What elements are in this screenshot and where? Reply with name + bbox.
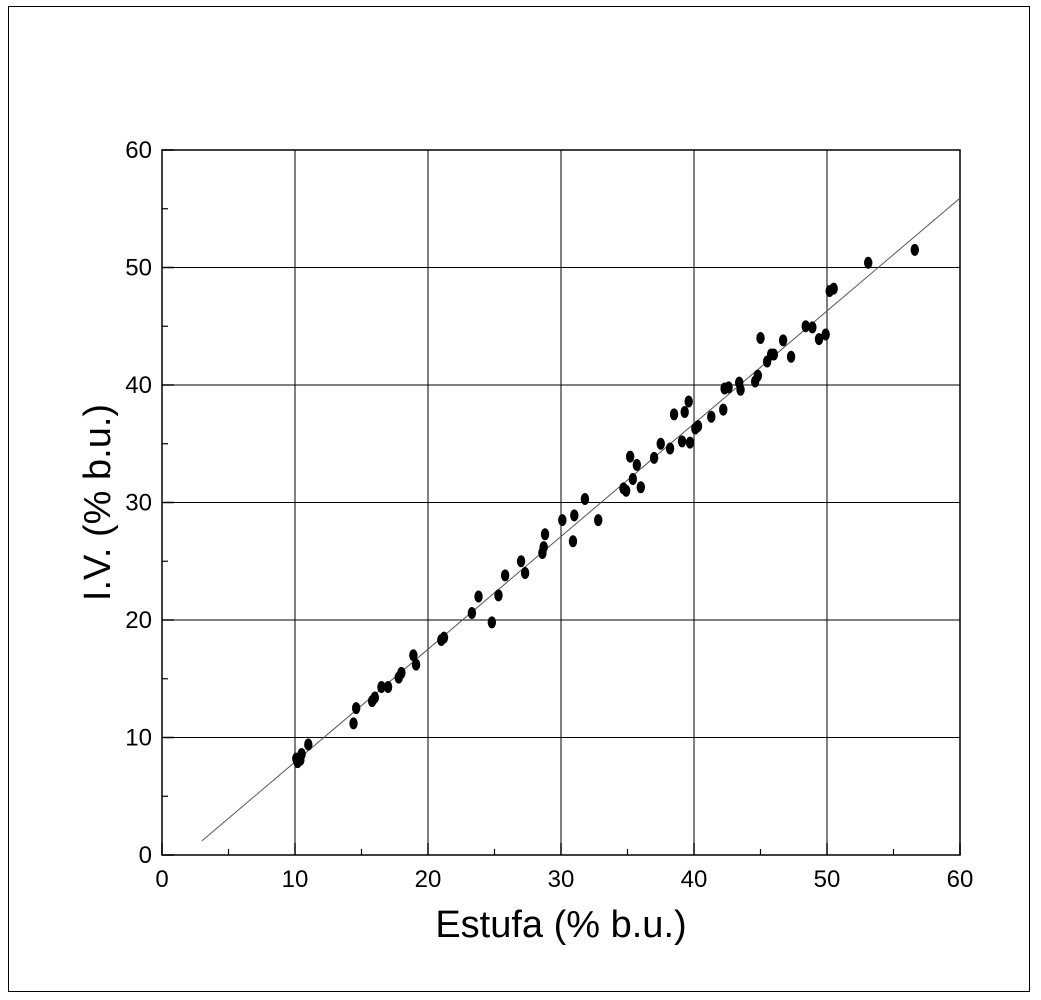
- data-point: [707, 410, 716, 423]
- data-point: [383, 680, 393, 693]
- data-point: [724, 381, 733, 394]
- data-point: [539, 541, 548, 554]
- x-tick-label: 50: [814, 866, 841, 893]
- data-point: [558, 514, 567, 527]
- y-tick-label: 20: [125, 607, 152, 634]
- data-point: [910, 243, 919, 256]
- data-point: [684, 395, 693, 408]
- data-point: [570, 509, 579, 522]
- data-point: [439, 631, 449, 644]
- axis-ticks: [161, 149, 961, 856]
- data-point: [801, 320, 810, 333]
- y-tick-label: 50: [125, 255, 152, 282]
- y-tick-labels: 0 10 20 30 40 50 60: [125, 137, 152, 869]
- data-point: [625, 450, 635, 463]
- data-point: [409, 649, 418, 662]
- data-point: [494, 589, 503, 602]
- data-point: [621, 484, 631, 497]
- data-point: [467, 606, 477, 619]
- data-points: [292, 243, 919, 769]
- data-point: [656, 437, 665, 450]
- data-point: [753, 369, 763, 382]
- data-point: [829, 282, 838, 295]
- data-point: [736, 383, 745, 396]
- data-point: [636, 481, 645, 494]
- data-point: [693, 420, 703, 433]
- data-point: [349, 717, 358, 730]
- data-point: [719, 403, 728, 416]
- y-tick-label: 0: [139, 842, 152, 869]
- data-point: [756, 332, 765, 344]
- data-point: [669, 408, 679, 421]
- x-tick-label: 40: [681, 866, 708, 893]
- data-point: [665, 442, 675, 455]
- data-point: [370, 691, 379, 704]
- data-point: [814, 333, 824, 346]
- data-point: [680, 406, 689, 419]
- data-point: [808, 321, 817, 334]
- x-tick-label: 60: [947, 866, 974, 893]
- y-tick-label: 30: [125, 490, 152, 517]
- data-point: [769, 348, 778, 361]
- data-point: [778, 334, 788, 347]
- data-point: [821, 328, 830, 341]
- x-axis-title: Estufa (% b.u.): [435, 904, 686, 946]
- data-point: [594, 514, 603, 527]
- data-point: [397, 666, 406, 679]
- grid-lines: [162, 150, 960, 855]
- data-point: [685, 436, 695, 449]
- data-point: [677, 435, 687, 448]
- data-point: [580, 492, 590, 505]
- data-point: [786, 350, 796, 363]
- figure-frame: [8, 6, 1030, 992]
- x-tick-labels: 0 10 20 30 40 50 60: [155, 866, 973, 893]
- y-axis-title: I.V. (% b.u.): [77, 404, 119, 601]
- y-tick-label: 10: [125, 725, 152, 752]
- data-point: [540, 528, 550, 541]
- data-point: [487, 616, 497, 629]
- data-point: [520, 567, 530, 579]
- data-point: [568, 535, 578, 548]
- data-point: [628, 473, 638, 485]
- data-point: [516, 555, 526, 568]
- x-tick-label: 20: [415, 866, 442, 893]
- data-point: [297, 747, 306, 760]
- fit-line: [201, 197, 961, 842]
- y-tick-label: 60: [125, 137, 152, 164]
- y-tick-label: 40: [125, 372, 152, 399]
- x-tick-label: 30: [548, 866, 575, 893]
- data-point: [632, 458, 642, 471]
- data-point: [474, 590, 483, 603]
- data-point: [649, 451, 659, 464]
- data-point: [500, 569, 510, 582]
- x-tick-label: 0: [155, 866, 168, 893]
- data-point: [864, 256, 873, 269]
- data-point: [411, 658, 421, 671]
- data-point: [377, 680, 386, 693]
- x-tick-label: 10: [282, 866, 309, 893]
- data-point: [304, 738, 313, 751]
- data-point: [351, 702, 361, 715]
